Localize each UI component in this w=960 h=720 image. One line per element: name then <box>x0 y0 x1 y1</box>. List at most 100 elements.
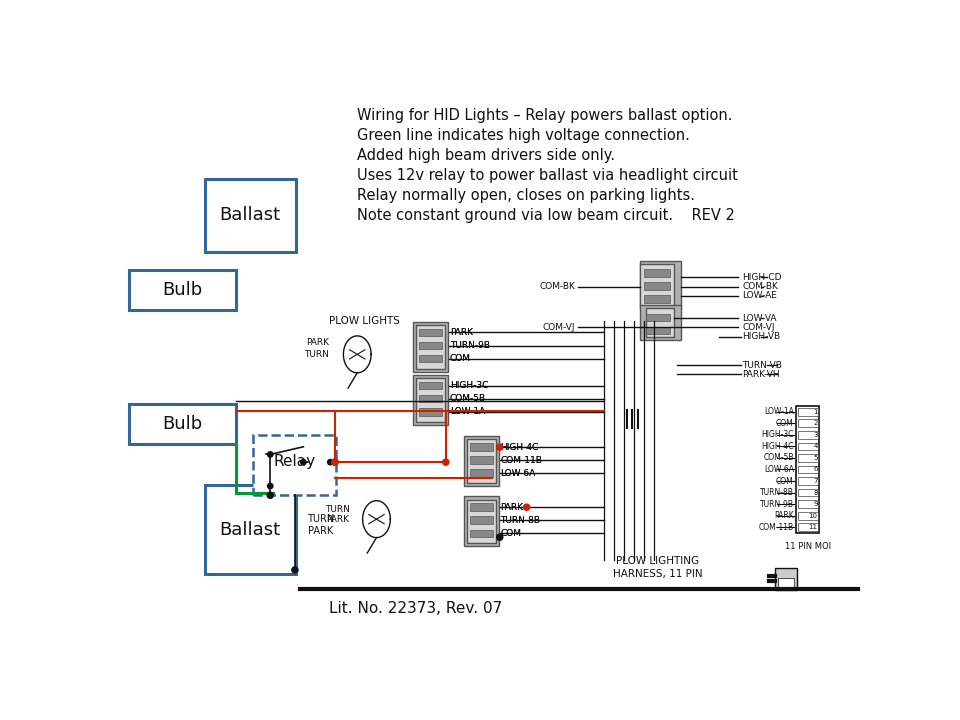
Text: Note constant ground via low beam circuit.    REV 2: Note constant ground via low beam circui… <box>357 208 735 223</box>
Bar <box>798 500 818 508</box>
Circle shape <box>267 492 274 498</box>
Bar <box>413 375 448 425</box>
Bar <box>646 308 675 338</box>
Bar <box>467 439 496 483</box>
Text: 6: 6 <box>813 467 818 472</box>
Bar <box>204 485 296 574</box>
Bar <box>419 342 442 349</box>
Text: Relay: Relay <box>274 454 316 469</box>
Text: LOW-6A: LOW-6A <box>500 469 536 478</box>
Bar <box>204 179 296 252</box>
Text: TURN: TURN <box>304 350 328 359</box>
Circle shape <box>292 567 298 573</box>
Bar <box>639 261 681 310</box>
Bar <box>798 454 818 462</box>
Bar <box>798 431 818 438</box>
Bar <box>639 305 681 341</box>
Text: COM-11B: COM-11B <box>758 523 794 532</box>
Circle shape <box>300 459 306 465</box>
Text: TURN-8B: TURN-8B <box>500 516 540 525</box>
Text: COM-5B: COM-5B <box>763 454 794 462</box>
Text: LOW-VA: LOW-VA <box>742 314 777 323</box>
Circle shape <box>327 459 333 465</box>
Text: COM: COM <box>776 477 794 485</box>
Bar <box>798 523 818 531</box>
Bar <box>798 489 818 496</box>
Text: 2: 2 <box>813 420 818 426</box>
Bar <box>796 406 819 533</box>
Text: LOW-AE: LOW-AE <box>742 292 778 300</box>
Text: COM: COM <box>449 354 470 363</box>
Text: Green line indicates high voltage connection.: Green line indicates high voltage connec… <box>357 128 690 143</box>
Bar <box>419 355 442 362</box>
Text: 8: 8 <box>813 490 818 495</box>
Text: COM-5B: COM-5B <box>449 394 486 403</box>
Text: 10: 10 <box>808 513 818 518</box>
Bar <box>253 435 336 495</box>
Bar <box>469 456 492 464</box>
Text: COM: COM <box>776 419 794 428</box>
Text: Bulb: Bulb <box>162 281 203 299</box>
Text: HIGH-VB: HIGH-VB <box>742 332 780 341</box>
Text: 7: 7 <box>813 478 818 484</box>
Text: TURN-9B: TURN-9B <box>759 500 794 508</box>
Text: PLOW LIGHTING
HARNESS, 11 PIN: PLOW LIGHTING HARNESS, 11 PIN <box>612 556 703 580</box>
Circle shape <box>332 459 338 465</box>
Bar <box>779 577 794 587</box>
Text: PARK-VH: PARK-VH <box>742 370 780 379</box>
Text: 9: 9 <box>813 501 818 507</box>
Text: 11 PIN MOI: 11 PIN MOI <box>784 542 830 552</box>
Bar <box>416 325 445 369</box>
Text: COM-5B: COM-5B <box>449 394 486 403</box>
Text: 11: 11 <box>808 524 818 530</box>
Bar <box>419 382 442 390</box>
Bar <box>469 444 492 451</box>
Bar <box>798 420 818 427</box>
Text: PARK: PARK <box>449 328 472 337</box>
Text: TURN
PARK: TURN PARK <box>307 514 335 536</box>
Text: Ballast: Ballast <box>220 207 280 225</box>
Text: LOW-6A: LOW-6A <box>764 465 794 474</box>
Circle shape <box>496 534 503 540</box>
Text: COM: COM <box>500 529 521 538</box>
Circle shape <box>332 459 338 465</box>
Text: 5: 5 <box>813 455 818 461</box>
Text: HIGH-4C: HIGH-4C <box>761 442 794 451</box>
Text: Wiring for HID Lights – Relay powers ballast option.: Wiring for HID Lights – Relay powers bal… <box>357 108 732 123</box>
Text: HIGH-4C: HIGH-4C <box>500 443 539 451</box>
Bar <box>644 295 670 303</box>
Bar <box>798 512 818 520</box>
Circle shape <box>496 444 503 450</box>
Circle shape <box>268 451 273 457</box>
Text: 4: 4 <box>813 444 818 449</box>
Text: Lit. No. 22373, Rev. 07: Lit. No. 22373, Rev. 07 <box>328 600 502 616</box>
Text: TURN-VB: TURN-VB <box>742 361 782 369</box>
Text: Uses 12v relay to power ballast via headlight circuit: Uses 12v relay to power ballast via head… <box>357 168 738 183</box>
Text: HIGH-3C: HIGH-3C <box>449 381 488 390</box>
Bar <box>798 408 818 415</box>
Bar <box>646 327 670 334</box>
Text: PARK: PARK <box>305 338 328 347</box>
Bar <box>798 443 818 450</box>
Bar <box>419 395 442 402</box>
Text: TURN-8B: TURN-8B <box>760 488 794 497</box>
Text: COM-BK: COM-BK <box>540 282 575 291</box>
Text: COM: COM <box>449 354 470 363</box>
Bar <box>419 328 442 336</box>
Text: Relay normally open, closes on parking lights.: Relay normally open, closes on parking l… <box>357 188 695 203</box>
Text: Ballast: Ballast <box>220 521 280 539</box>
Text: 3: 3 <box>813 432 818 438</box>
Bar <box>646 313 670 321</box>
Text: HIGH-4C: HIGH-4C <box>500 443 539 451</box>
Text: PARK: PARK <box>500 503 523 512</box>
Text: 1: 1 <box>813 409 818 415</box>
Text: COM-11B: COM-11B <box>500 456 542 464</box>
Text: COM-BK: COM-BK <box>742 282 779 291</box>
Text: TURN: TURN <box>324 505 349 513</box>
Circle shape <box>443 459 449 465</box>
Text: PARK: PARK <box>326 515 349 523</box>
Text: Added high beam drivers side only.: Added high beam drivers side only. <box>357 148 615 163</box>
Text: TURN-9B: TURN-9B <box>449 341 490 350</box>
Bar <box>129 270 236 310</box>
Bar <box>464 496 499 546</box>
